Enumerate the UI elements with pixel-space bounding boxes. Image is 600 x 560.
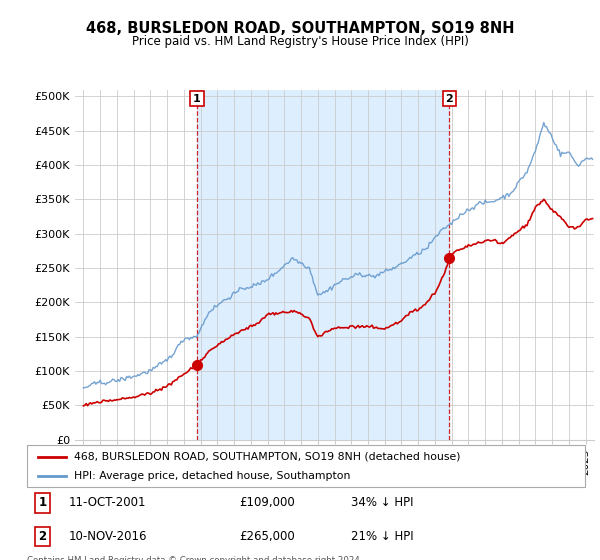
- Text: Price paid vs. HM Land Registry's House Price Index (HPI): Price paid vs. HM Land Registry's House …: [131, 35, 469, 48]
- Text: £265,000: £265,000: [239, 530, 295, 543]
- Text: £109,000: £109,000: [239, 496, 295, 510]
- Text: 1: 1: [193, 94, 201, 104]
- Text: 21% ↓ HPI: 21% ↓ HPI: [350, 530, 413, 543]
- Text: 10-NOV-2016: 10-NOV-2016: [69, 530, 148, 543]
- Text: 2: 2: [38, 530, 47, 543]
- Text: 2: 2: [445, 94, 453, 104]
- Text: 468, BURSLEDON ROAD, SOUTHAMPTON, SO19 8NH: 468, BURSLEDON ROAD, SOUTHAMPTON, SO19 8…: [86, 21, 514, 36]
- Bar: [197, 90, 449, 440]
- Text: Contains HM Land Registry data © Crown copyright and database right 2024.: Contains HM Land Registry data © Crown c…: [27, 556, 362, 560]
- Text: 1: 1: [38, 496, 47, 510]
- Text: HPI: Average price, detached house, Southampton: HPI: Average price, detached house, Sout…: [74, 471, 351, 481]
- Text: 11-OCT-2001: 11-OCT-2001: [69, 496, 146, 510]
- Text: 468, BURSLEDON ROAD, SOUTHAMPTON, SO19 8NH (detached house): 468, BURSLEDON ROAD, SOUTHAMPTON, SO19 8…: [74, 451, 461, 461]
- Text: 34% ↓ HPI: 34% ↓ HPI: [350, 496, 413, 510]
